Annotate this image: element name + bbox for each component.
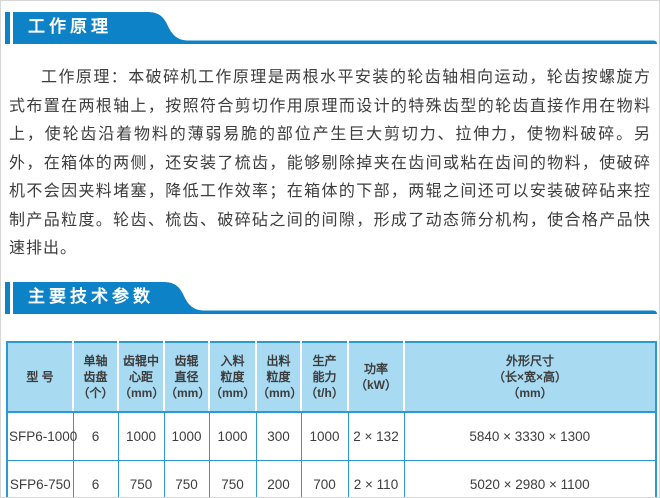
cell-discs: 6	[72, 459, 119, 497]
cell-output-size: 200	[255, 459, 302, 497]
working-principle-paragraph: 工作原理：本破碎机工作原理是两根水平安装的轮齿轴相向运动，轮齿按螺旋方式布置在两…	[9, 69, 651, 257]
table-row: SFP6-1000 6 1000 1000 1000 300 1000 2 × …	[6, 411, 657, 461]
cell-center-distance: 1000	[117, 411, 165, 461]
header-tab-shape: 主要技术参数	[13, 281, 657, 314]
section-header-tech-params: 主要技术参数	[5, 281, 659, 314]
cell-roller-diameter: 1000	[163, 411, 210, 461]
section-title-tech-params: 主要技术参数	[28, 286, 154, 306]
section-title-working-principle: 工作原理	[28, 17, 112, 36]
header-cell-roller-diameter: 齿辊 直径 （mm）	[163, 340, 210, 413]
header-cell-center-distance: 齿辊中 心距 （mm）	[117, 340, 165, 413]
cell-capacity: 1000	[300, 411, 349, 461]
table-row: SFP6-750 6 750 750 750 200 700 2 × 110 5…	[6, 459, 657, 497]
header-cell-capacity: 生产 能力 （t/h）	[300, 340, 349, 413]
cell-center-distance: 750	[117, 459, 165, 497]
tech-params-table: 型 号 单轴 齿盘 （个） 齿辊中 心距 （mm） 齿辊 直径 （mm） 入料 …	[6, 340, 657, 497]
tab-curve-graphic	[13, 12, 657, 44]
table-header-row: 型 号 单轴 齿盘 （个） 齿辊中 心距 （mm） 齿辊 直径 （mm） 入料 …	[6, 340, 657, 413]
cell-feed-size: 1000	[208, 411, 257, 461]
cell-capacity: 700	[300, 459, 349, 497]
cell-discs: 6	[72, 411, 119, 461]
section-header-working-principle: 工作原理	[5, 12, 659, 44]
cell-output-size: 300	[255, 411, 302, 461]
header-accent-bar	[5, 281, 10, 314]
header-accent-bar	[5, 12, 10, 44]
header-cell-feed-size: 入料 粒度 （mm）	[208, 340, 257, 413]
cell-dimensions: 5840 × 3330 × 1300	[403, 411, 657, 461]
header-cell-dimensions: 外形尺寸 （长×宽×高） （mm）	[403, 340, 657, 413]
header-tab-shape: 工作原理	[13, 12, 657, 44]
cell-power: 2 × 132	[347, 411, 405, 461]
cell-model: SFP6-750	[6, 459, 74, 497]
cell-roller-diameter: 750	[163, 459, 210, 497]
header-cell-power: 功率 （kW）	[347, 340, 405, 413]
tab-curve-graphic	[13, 281, 657, 314]
header-cell-discs: 单轴 齿盘 （个）	[72, 340, 119, 413]
cell-feed-size: 750	[208, 459, 257, 497]
cell-dimensions: 5020 × 2980 × 1100	[403, 459, 657, 497]
header-cell-model: 型 号	[6, 340, 74, 413]
cell-model: SFP6-1000	[6, 411, 77, 461]
header-cell-output-size: 出料 粒度 （mm）	[255, 340, 302, 413]
cell-power: 2 × 110	[347, 459, 405, 497]
